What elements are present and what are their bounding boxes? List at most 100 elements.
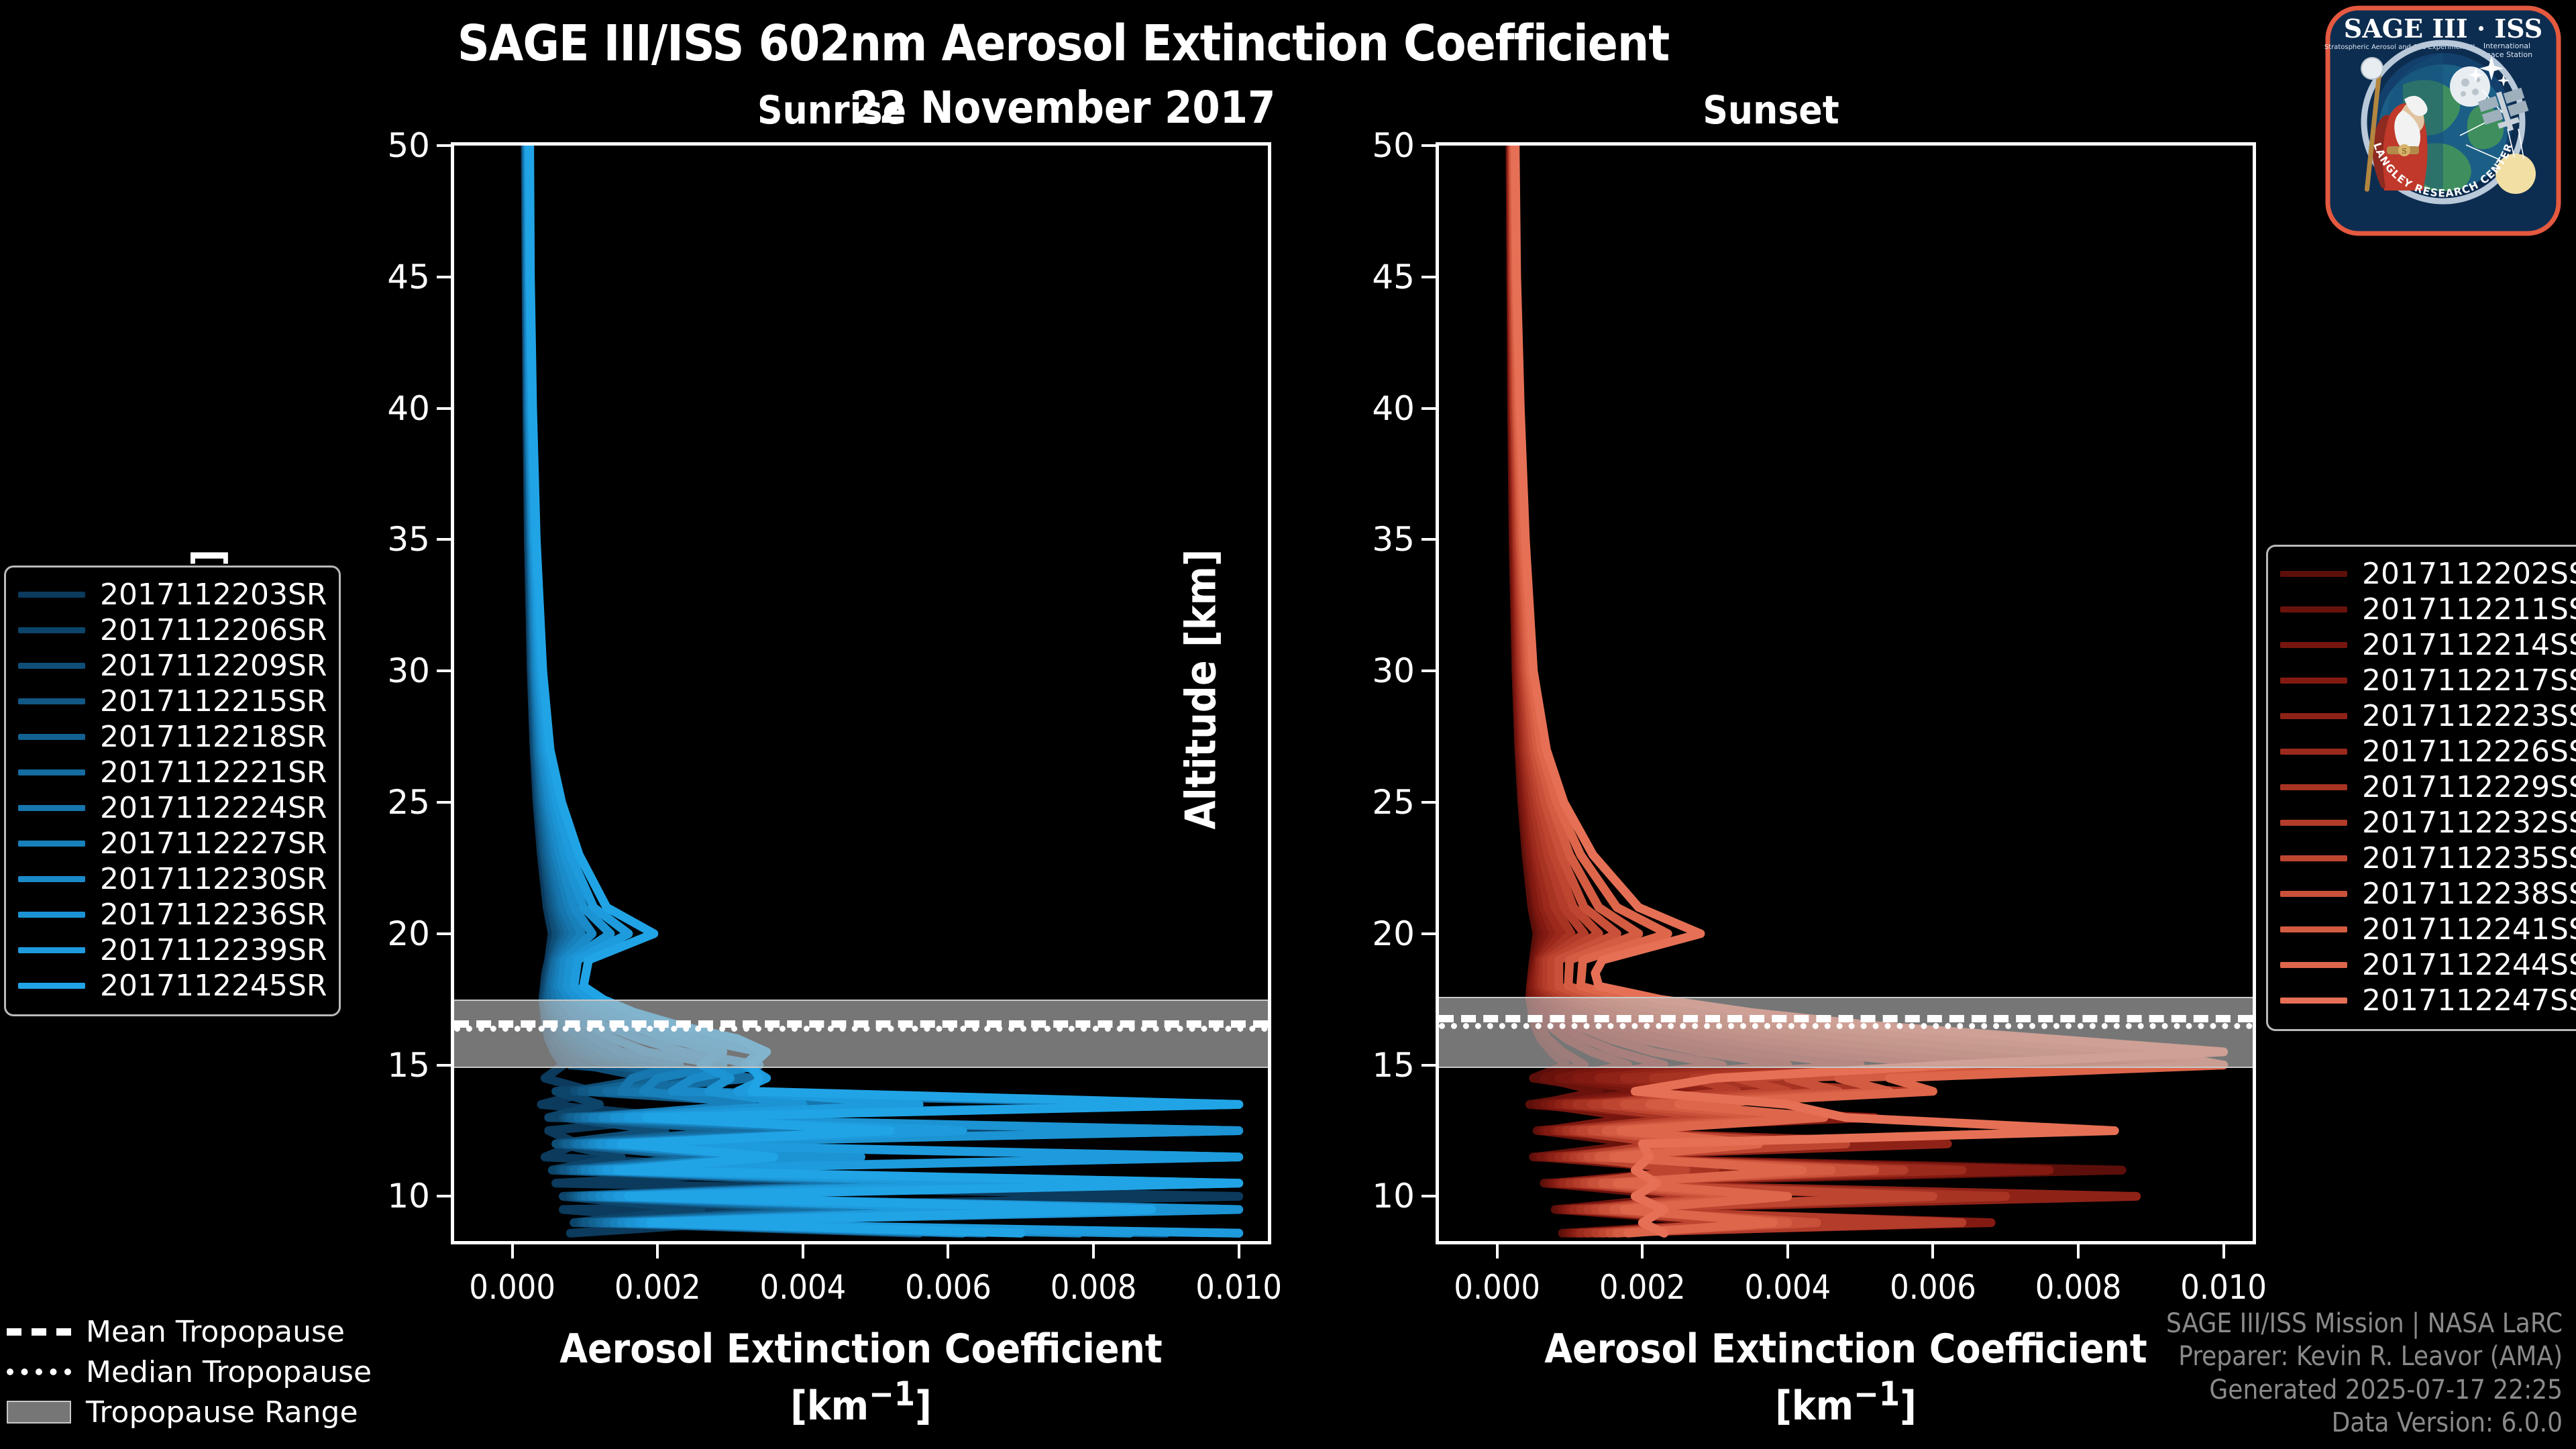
y-axis-tick [437, 1195, 454, 1198]
x-axis-tick [1786, 1241, 1789, 1258]
y-axis-tick [1421, 144, 1439, 147]
legend-label: 2017112211SS [2362, 592, 2576, 627]
legend-item-2017112214SS[interactable]: 2017112214SS [2280, 627, 2576, 663]
x-axis-tick-label: 0.006 [1890, 1268, 1976, 1307]
logo-subtitle-right-1: International [2483, 42, 2530, 50]
legend-item-2017112229SS[interactable]: 2017112229SS [2280, 769, 2576, 805]
legend-color-swatch [2280, 820, 2347, 826]
x-axis-tick-label: 0.000 [469, 1268, 556, 1307]
legend-color-swatch [18, 698, 85, 704]
tropopause-range-band [454, 999, 1268, 1068]
legend-label: 2017112206SR [100, 613, 327, 647]
credit-preparer: Preparer: Kevin R. Leavor (AMA) [2178, 1341, 2563, 1373]
y-axis-tick [437, 932, 454, 935]
credits-block: SAGE III/ISS Mission | NASA LaRC Prepare… [2166, 1307, 2563, 1440]
legend-item-2017112215SR[interactable]: 2017112215SR [18, 684, 327, 719]
legend-item-2017112235SS[interactable]: 2017112235SS [2280, 841, 2576, 876]
legend-label: 2017112224SR [100, 791, 327, 825]
legend-color-swatch [2280, 642, 2347, 648]
y-axis-tick [437, 144, 454, 147]
x-axis-tick-label: 0.000 [1454, 1268, 1541, 1307]
mean-tropopause-label: Mean Tropopause [86, 1314, 345, 1349]
page-title: SAGE III/ISS 602nm Aerosol Extinction Co… [457, 15, 1670, 72]
legend-label: 2017112226SS [2362, 735, 2576, 769]
y-axis-tick-label: 40 [1372, 388, 1415, 428]
legend-item-mean-tropopause: Mean Tropopause [7, 1311, 372, 1352]
legend-label: 2017112209SR [100, 649, 327, 683]
y-axis-tick-label: 25 [387, 783, 430, 822]
y-axis-tick-label: 45 [387, 257, 430, 297]
sunset-legend[interactable]: 2017112202SS 2017112211SS 2017112214SS 2017… [2266, 545, 2576, 1031]
sunrise-legend[interactable]: 2017112203SR 2017112206SR 2017112209SR 2017… [4, 566, 341, 1016]
legend-item-2017112245SR[interactable]: 2017112245SR [18, 968, 327, 1004]
legend-label: 2017112214SS [2362, 628, 2576, 662]
legend-label: 2017112241SS [2362, 912, 2576, 947]
y-axis-tick [437, 538, 454, 541]
legend-item-2017112223SS[interactable]: 2017112223SS [2280, 698, 2576, 734]
legend-item-2017112239SR[interactable]: 2017112239SR [18, 932, 327, 968]
legend-item-2017112203SR[interactable]: 2017112203SR [18, 577, 327, 612]
x-axis-title-line2: [km−1] [790, 1375, 932, 1430]
x-axis-tick [511, 1241, 514, 1258]
y-axis-tick [1421, 1195, 1439, 1198]
legend-item-2017112206SR[interactable]: 2017112206SR [18, 612, 327, 648]
legend-item-2017112209SR[interactable]: 2017112209SR [18, 648, 327, 684]
legend-color-swatch [18, 912, 85, 918]
sunset-panel-title: Sunset [1703, 87, 1839, 133]
legend-color-swatch [18, 947, 85, 953]
legend-item-median-tropopause: Median Tropopause [7, 1352, 372, 1392]
sunset-plot-panel: 10 15 20 25 30 35 40 45 50 0.000 0.002 0.004 0.006 0.… [1372, 126, 2267, 1307]
legend-item-2017112241SS[interactable]: 2017112241SS [2280, 912, 2576, 947]
legend-item-2017112236SR[interactable]: 2017112236SR [18, 897, 327, 932]
logo-subtitle-left: Stratospheric Aerosol and Gas Experiment… [2324, 44, 2475, 51]
legend-color-swatch [2280, 713, 2347, 719]
legend-item-2017112238SS[interactable]: 2017112238SS [2280, 876, 2576, 912]
y-axis-tick-label: 30 [1372, 651, 1415, 691]
legend-color-swatch [18, 769, 85, 775]
legend-color-swatch [18, 841, 85, 847]
legend-item-2017112227SR[interactable]: 2017112227SR [18, 826, 327, 861]
legend-label: 2017112223SS [2362, 699, 2576, 733]
legend-item-2017112230SR[interactable]: 2017112230SR [18, 861, 327, 897]
sunrise-plot-panel: 10 15 20 25 30 35 40 45 50 0.000 0.002 0.004 0.006 0.… [387, 126, 1282, 1307]
x-axis-tick-label: 0.002 [614, 1268, 701, 1307]
legend-label: 2017112239SR [100, 933, 327, 967]
x-axis-title-line1: Aerosol Extinction Coefficient [1544, 1326, 2147, 1373]
x-axis-tick-label: 0.002 [1599, 1268, 1686, 1307]
x-axis-tick [1641, 1241, 1644, 1258]
legend-color-swatch [18, 663, 85, 669]
legend-item-2017112226SS[interactable]: 2017112226SS [2280, 734, 2576, 769]
logo-subtitle-right-2: Space Station [2481, 50, 2532, 59]
legend-color-swatch [2280, 571, 2347, 577]
series-line [522, 146, 1244, 1238]
legend-color-swatch [2280, 962, 2347, 968]
y-axis-tick-label: 40 [387, 388, 430, 428]
x-axis-tick [2222, 1241, 2225, 1258]
legend-label: 2017112238SS [2362, 877, 2576, 911]
legend-item-2017112211SS[interactable]: 2017112211SS [2280, 592, 2576, 627]
legend-item-2017112232SS[interactable]: 2017112232SS [2280, 805, 2576, 841]
legend-label: 2017112221SR [100, 755, 327, 790]
median-tropopause-line [454, 1025, 1268, 1032]
legend-color-swatch [2280, 998, 2347, 1004]
legend-color-swatch [18, 592, 85, 598]
legend-label: 2017112202SS [2362, 557, 2576, 591]
legend-label: 2017112218SR [100, 720, 327, 754]
legend-color-swatch [18, 734, 85, 740]
legend-item-2017112218SR[interactable]: 2017112218SR [18, 719, 327, 755]
median-tropopause-line [1439, 1022, 2253, 1029]
legend-item-2017112244SS[interactable]: 2017112244SS [2280, 947, 2576, 983]
sunrise-x-axis-title: Aerosol Extinction Coefficient [km−1] [451, 1325, 1271, 1431]
mean-tropopause-line [1439, 1015, 2253, 1023]
legend-item-2017112247SS[interactable]: 2017112247SS [2280, 983, 2576, 1018]
legend-item-2017112217SS[interactable]: 2017112217SS [2280, 663, 2576, 698]
legend-item-2017112221SR[interactable]: 2017112221SR [18, 755, 327, 790]
x-axis-tick-label: 0.004 [1744, 1268, 1831, 1307]
legend-item-2017112202SS[interactable]: 2017112202SS [2280, 556, 2576, 592]
x-axis-tick-label: 0.004 [759, 1268, 847, 1307]
dashed-line-icon [7, 1328, 71, 1336]
sage-iii-iss-mission-patch: SAGE III · ISS Stratospheric Aerosol and… [2322, 4, 2561, 236]
credit-data-version: Data Version: 6.0.0 [2331, 1407, 2563, 1438]
legend-item-2017112224SR[interactable]: 2017112224SR [18, 790, 327, 826]
x-axis-tick-label: 0.008 [2035, 1268, 2122, 1307]
